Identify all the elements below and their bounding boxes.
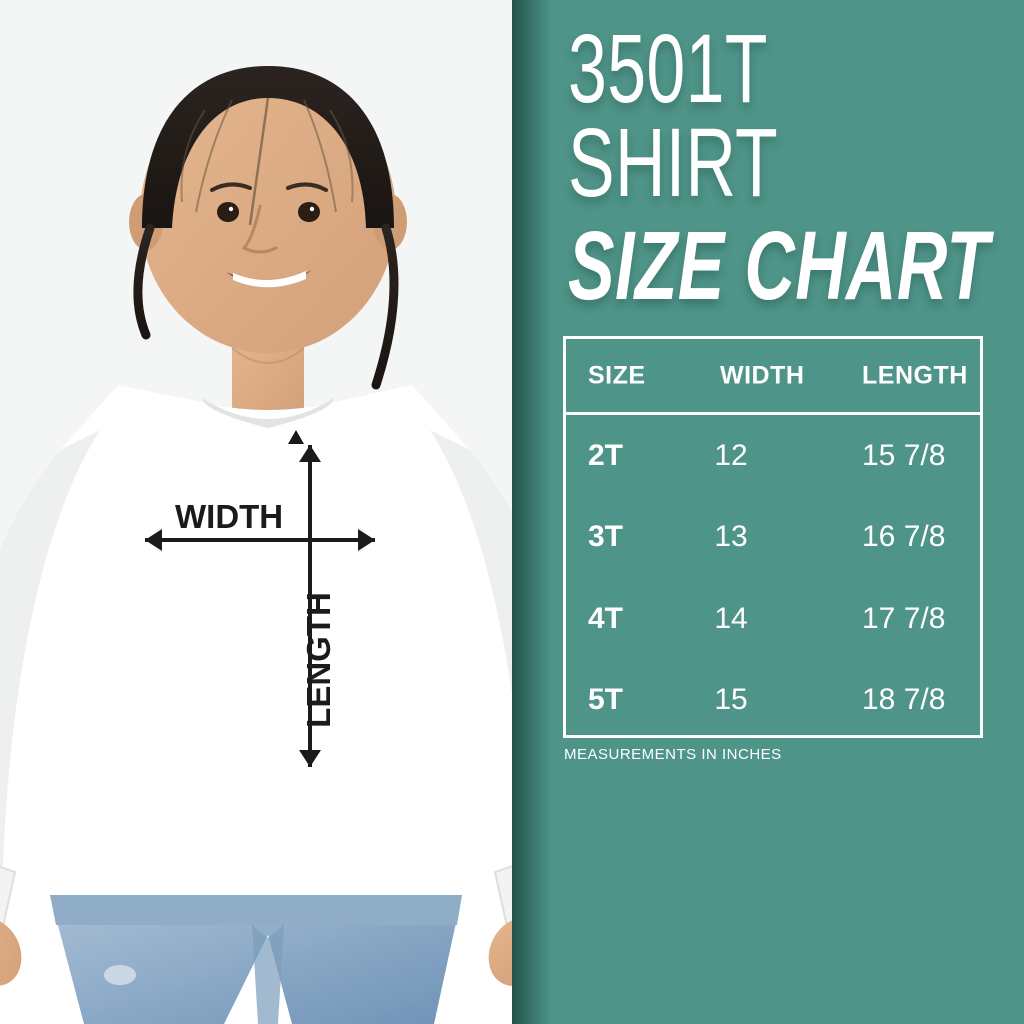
svg-text:WIDTH: WIDTH <box>175 498 283 535</box>
svg-text:LENGTH: LENGTH <box>300 592 337 728</box>
